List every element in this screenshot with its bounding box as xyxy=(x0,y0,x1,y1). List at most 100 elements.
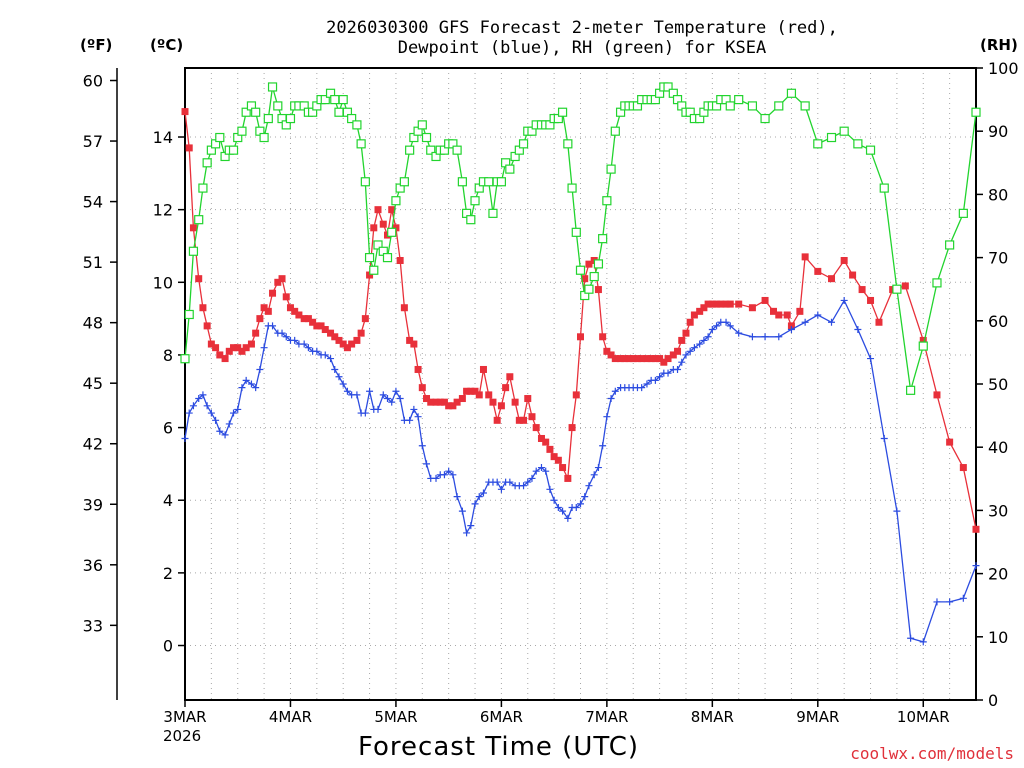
temperature-point xyxy=(317,322,325,330)
dewpoint-point xyxy=(611,387,619,395)
dewpoint-point xyxy=(242,376,250,384)
temperature-point xyxy=(704,300,712,308)
dewpoint-point xyxy=(230,409,238,417)
rh-point xyxy=(484,177,494,187)
y-tick-label-rh: 0 xyxy=(988,691,998,710)
unit-celsius-label: (ºC) xyxy=(150,36,184,54)
dewpoint-point xyxy=(423,460,431,468)
temperature-point xyxy=(396,257,404,265)
dewpoint-point xyxy=(278,329,286,337)
temperature-point xyxy=(617,355,625,363)
axes: 3MAR 4MAR 5MAR 6MAR 7MAR 8MAR 9MAR 10MAR 0 2 4 6 8 10… xyxy=(83,59,1019,726)
temperature-point xyxy=(502,384,510,392)
dewpoint-point xyxy=(185,409,193,417)
rh-point xyxy=(259,132,269,143)
dewpoint-point xyxy=(537,464,545,472)
rh-point xyxy=(774,101,784,111)
dewpoint-point xyxy=(854,326,862,334)
rh-point xyxy=(584,284,594,294)
y-tick-label-rh: 30 xyxy=(988,501,1008,520)
temperature-point xyxy=(638,355,646,363)
temperature-point xyxy=(511,398,519,406)
temperature-point xyxy=(735,300,743,308)
dewpoint-point xyxy=(564,514,572,522)
dewpoint-point xyxy=(528,474,536,482)
temperature-point xyxy=(678,336,686,344)
rh-point xyxy=(352,120,362,130)
temperature-point xyxy=(471,387,479,395)
chart-title-line-2: Dewpoint (blue), RH (green) for KSEA xyxy=(397,38,767,58)
temperature-point xyxy=(453,398,461,406)
temperature-point xyxy=(264,307,272,315)
dewpoint-point xyxy=(449,471,457,479)
dewpoint-point xyxy=(907,634,915,642)
temperature-point xyxy=(221,355,229,363)
dewpoint-point xyxy=(933,598,941,606)
temperature-point xyxy=(796,307,804,315)
rh-point xyxy=(760,113,770,124)
dewpoint-point xyxy=(282,333,290,341)
y-tick-label-celsius: 6 xyxy=(163,419,173,438)
dewpoint-point xyxy=(445,467,453,475)
dewpoint-point xyxy=(713,322,721,330)
rh-point xyxy=(202,158,212,168)
dewpoint-point xyxy=(256,365,264,373)
dewpoint-point xyxy=(361,409,369,417)
rh-point xyxy=(369,265,379,275)
rh-point xyxy=(228,145,239,155)
x-tick-label: 8MAR xyxy=(691,708,734,726)
rh-point xyxy=(417,120,427,130)
dewpoint-point xyxy=(300,340,308,348)
temperature-point xyxy=(611,355,619,363)
temperature-point xyxy=(440,398,448,406)
dewpoint-point xyxy=(607,395,615,403)
rh-point xyxy=(518,139,529,149)
temperature-point xyxy=(901,282,909,290)
temperature-point xyxy=(234,344,242,352)
dewpoint-point xyxy=(801,318,809,326)
temperature-point xyxy=(748,304,756,312)
rh-point xyxy=(267,82,278,92)
rh-point xyxy=(215,132,225,143)
dewpoint-point xyxy=(304,344,312,352)
dewpoint-point xyxy=(554,503,562,511)
temperature-point xyxy=(278,275,286,283)
y-tick-label-fahrenheit: 42 xyxy=(83,435,103,454)
rh-point xyxy=(457,177,467,187)
dewpoint-point xyxy=(225,420,233,428)
rh-point xyxy=(382,253,393,263)
dewpoint-point xyxy=(678,358,686,366)
gridlines xyxy=(185,68,976,700)
temperature-point xyxy=(199,304,207,312)
y-tick-label-fahrenheit: 33 xyxy=(83,616,103,635)
credit-text: coolwx.com/models xyxy=(850,744,1014,763)
unit-fahrenheit-label: (ºF) xyxy=(80,36,113,54)
dewpoint-point xyxy=(291,336,299,344)
rh-point xyxy=(557,107,568,117)
temperature-point xyxy=(256,315,264,323)
temperature-point xyxy=(629,355,637,363)
temperature-point xyxy=(572,391,580,399)
dewpoint-point xyxy=(269,322,277,330)
temperature-point xyxy=(475,391,483,399)
rh-point xyxy=(470,196,480,206)
temperature-point xyxy=(669,351,677,359)
temperature-point xyxy=(331,333,339,341)
temperature-point xyxy=(485,391,493,399)
rh-point xyxy=(452,145,462,155)
dewpoint-point xyxy=(238,384,246,392)
temperature-point xyxy=(400,304,408,312)
rh-point xyxy=(466,215,476,225)
temperature-point xyxy=(423,395,431,403)
dewpoint-point xyxy=(748,333,756,341)
temperature-point xyxy=(374,206,382,214)
dewpoint-point xyxy=(787,326,795,334)
temperature-point xyxy=(291,307,299,315)
rh-point xyxy=(932,278,942,288)
temperature-point xyxy=(625,355,633,363)
rh-point xyxy=(405,145,415,155)
x-tick-label: 4MAR xyxy=(269,708,312,726)
temperature-point xyxy=(493,416,501,424)
temperature-point xyxy=(546,445,554,453)
series-temperature xyxy=(181,108,980,533)
